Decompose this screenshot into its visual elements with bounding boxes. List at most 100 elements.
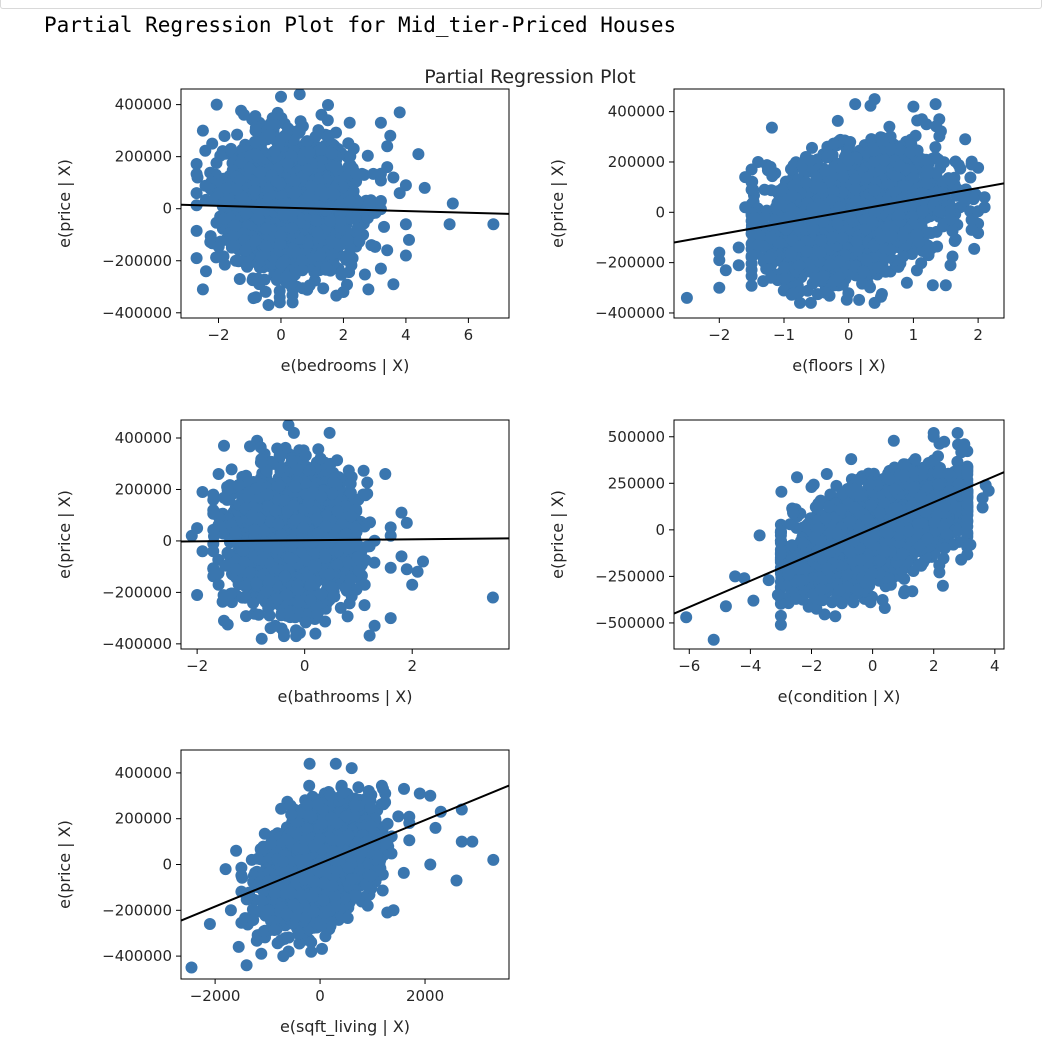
- data-point: [752, 239, 765, 251]
- data-point: [286, 289, 299, 302]
- data-point: [850, 235, 863, 248]
- data-point: [846, 202, 859, 215]
- data-point: [868, 93, 881, 106]
- data-point: [844, 212, 857, 225]
- data-point: [877, 135, 889, 148]
- data-point: [926, 279, 939, 292]
- data-point: [853, 293, 866, 306]
- axes-frame: [180, 88, 510, 319]
- data-point: [384, 129, 397, 142]
- y-axis-label: e(price | X): [55, 159, 74, 248]
- data-point: [275, 90, 287, 103]
- data-point: [190, 158, 203, 170]
- data-point: [745, 263, 758, 276]
- data-point: [393, 106, 406, 119]
- data-point: [867, 239, 880, 252]
- data-point: [317, 282, 330, 295]
- data-point: [309, 130, 322, 143]
- data-point: [745, 163, 758, 176]
- data-point: [824, 258, 837, 271]
- data-point: [915, 187, 928, 200]
- data-point: [229, 254, 242, 267]
- data-point: [680, 291, 693, 304]
- data-point: [361, 149, 374, 162]
- data-point: [763, 251, 776, 264]
- data-point: [286, 222, 298, 235]
- data-point: [239, 244, 252, 257]
- data-point: [878, 154, 891, 167]
- data-point: [263, 128, 276, 141]
- data-point: [210, 157, 223, 169]
- y-tick-label: 400000: [115, 96, 172, 114]
- data-point: [241, 260, 254, 273]
- figure-title: Partial Regression Plot: [424, 66, 636, 88]
- x-axis-label: e(floors | X): [792, 356, 885, 375]
- y-tick-label: −200000: [102, 252, 172, 270]
- data-point: [932, 153, 945, 166]
- data-point: [327, 188, 340, 201]
- data-point: [782, 211, 795, 224]
- data-point: [907, 100, 920, 113]
- data-point: [249, 110, 262, 123]
- data-point: [879, 265, 892, 278]
- x-tick-label: 0: [844, 326, 854, 344]
- data-point: [836, 232, 849, 245]
- y-tick-label: −200000: [595, 254, 665, 272]
- data-point: [964, 171, 977, 184]
- data-point: [732, 241, 745, 254]
- data-point: [403, 233, 415, 246]
- data-point: [230, 183, 243, 196]
- data-point: [864, 281, 876, 294]
- data-point: [933, 205, 946, 218]
- data-point: [806, 141, 818, 154]
- data-point: [318, 187, 331, 200]
- data-point: [240, 207, 253, 220]
- data-point: [344, 243, 357, 256]
- cell-output-heading: Partial Regression Plot for Mid_tier-Pri…: [44, 13, 677, 37]
- data-point: [418, 181, 431, 194]
- data-point: [849, 183, 862, 196]
- data-point: [302, 189, 315, 202]
- data-point: [809, 271, 822, 284]
- data-point: [231, 128, 244, 141]
- data-point: [319, 204, 332, 217]
- data-point: [866, 215, 879, 228]
- data-point: [732, 259, 745, 272]
- data-point: [315, 143, 328, 156]
- data-point: [764, 271, 777, 284]
- data-point: [804, 154, 817, 167]
- data-point: [275, 198, 288, 211]
- data-point: [344, 195, 356, 208]
- data-point: [200, 265, 212, 278]
- data-point: [764, 160, 777, 173]
- data-point: [835, 162, 848, 175]
- data-point: [907, 171, 920, 184]
- data-point: [857, 265, 870, 278]
- x-tick-label: −1: [773, 326, 795, 344]
- data-point: [250, 291, 262, 304]
- data-point: [296, 254, 308, 267]
- data-point: [218, 130, 231, 142]
- data-point: [807, 223, 820, 236]
- data-point: [915, 257, 928, 270]
- subplot-1: −2 0 2 4 6−400000−2000000200000400000e(bedro…: [55, 88, 510, 375]
- data-point: [303, 146, 316, 159]
- data-point: [262, 299, 275, 311]
- data-point: [249, 148, 262, 161]
- data-point: [248, 184, 261, 197]
- data-point: [381, 244, 394, 257]
- data-point: [250, 202, 263, 215]
- data-point: [868, 144, 880, 157]
- data-point: [943, 204, 956, 217]
- data-point: [270, 175, 283, 188]
- data-point: [758, 211, 771, 224]
- data-point: [281, 157, 294, 170]
- data-point: [217, 250, 230, 263]
- data-point: [345, 212, 358, 225]
- data-point: [920, 118, 933, 131]
- data-point: [978, 201, 991, 214]
- data-point: [933, 113, 946, 126]
- data-point: [412, 148, 425, 161]
- data-point: [765, 121, 778, 134]
- notebook-cell-border: [0, 0, 1042, 9]
